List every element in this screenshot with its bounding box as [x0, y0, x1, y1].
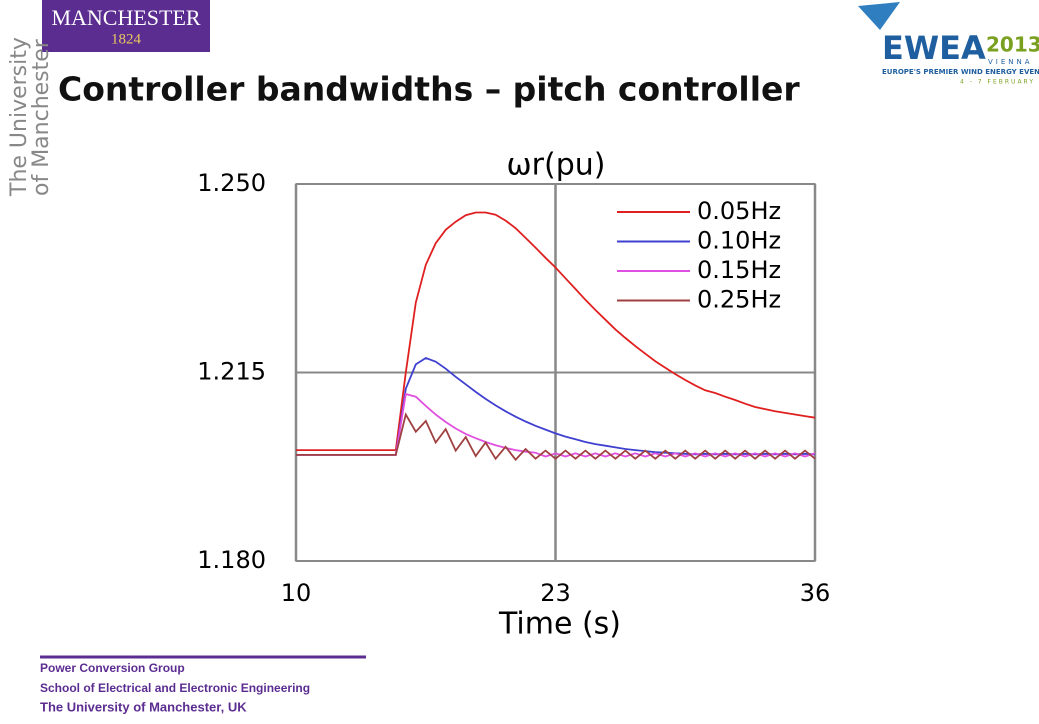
- footer-text: The University of Manchester, UK: [40, 699, 247, 714]
- logo-box: [42, 0, 210, 52]
- footer-text: School of Electrical and Electronic Engi…: [40, 681, 310, 695]
- legend-label: 0.25Hz: [697, 286, 781, 314]
- ewea-icon: [858, 2, 900, 30]
- side-text: The University: [7, 37, 32, 197]
- side-text: of Manchester: [29, 38, 54, 196]
- x-axis-label: Time (s): [498, 607, 621, 642]
- x-tick-label: 23: [540, 579, 571, 607]
- legend-label: 0.15Hz: [697, 256, 781, 284]
- ewea-city: VIENNA: [988, 58, 1033, 66]
- side-logo: The University of Manchester: [7, 37, 54, 197]
- legend-label: 0.10Hz: [697, 227, 781, 255]
- ewea-name: EWEA: [882, 29, 986, 67]
- series-line: [296, 412, 816, 462]
- legend-label: 0.05Hz: [697, 197, 781, 225]
- logo-name: MANCHESTER: [51, 5, 200, 30]
- footer-text: Power Conversion Group: [40, 661, 185, 675]
- x-tick-label: 36: [800, 579, 831, 607]
- heading: Controller bandwidths – pitch controller: [58, 70, 800, 109]
- ewea-dates: 4 - 7 FEBRUARY: [960, 79, 1035, 86]
- x-tick-label: 10: [281, 579, 312, 607]
- series-line: [296, 211, 816, 451]
- chart-title: ωr(pu): [507, 148, 606, 183]
- y-tick-label: 1.180: [197, 546, 266, 574]
- y-tick-label: 1.215: [197, 358, 266, 386]
- logo-year: 1824: [111, 31, 142, 47]
- ewea-tagline: EUROPE'S PREMIER WIND ENERGY EVENT: [882, 68, 1039, 76]
- ewea-year: 2013: [986, 33, 1039, 57]
- y-tick-label: 1.250: [197, 169, 266, 197]
